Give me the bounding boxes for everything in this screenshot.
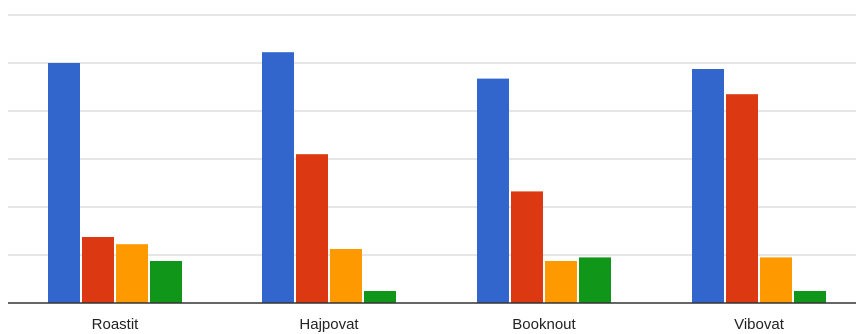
bar-booknout-series-4 [579, 257, 611, 303]
bar-roastit-series-4 [150, 261, 182, 303]
x-tick-label-vibovat: Vibovat [734, 316, 785, 333]
bar-vibovat-series-3 [760, 257, 792, 303]
bars [48, 52, 826, 304]
x-tick-labels: Roastit Hajpovat Booknout Vibovat [92, 316, 785, 333]
bar-vibovat-series-4 [794, 291, 826, 303]
bar-hajpovat-series-4 [364, 291, 396, 303]
bar-roastit-series-3 [116, 244, 148, 303]
x-tick-label-roastit: Roastit [92, 316, 140, 333]
bar-booknout-series-3 [545, 261, 577, 303]
bar-booknout-series-2 [511, 191, 543, 303]
bar-hajpovat-series-2 [296, 154, 328, 303]
bar-booknout-series-1 [477, 78, 509, 303]
bar-hajpovat-series-3 [330, 249, 362, 303]
bar-roastit-series-1 [48, 63, 80, 303]
bar-roastit-series-2 [82, 237, 114, 303]
x-tick-label-hajpovat: Hajpovat [299, 316, 359, 333]
bar-vibovat-series-1 [692, 69, 724, 303]
x-tick-label-booknout: Booknout [512, 316, 576, 333]
bar-vibovat-series-2 [726, 94, 758, 303]
bar-hajpovat-series-1 [262, 52, 294, 304]
